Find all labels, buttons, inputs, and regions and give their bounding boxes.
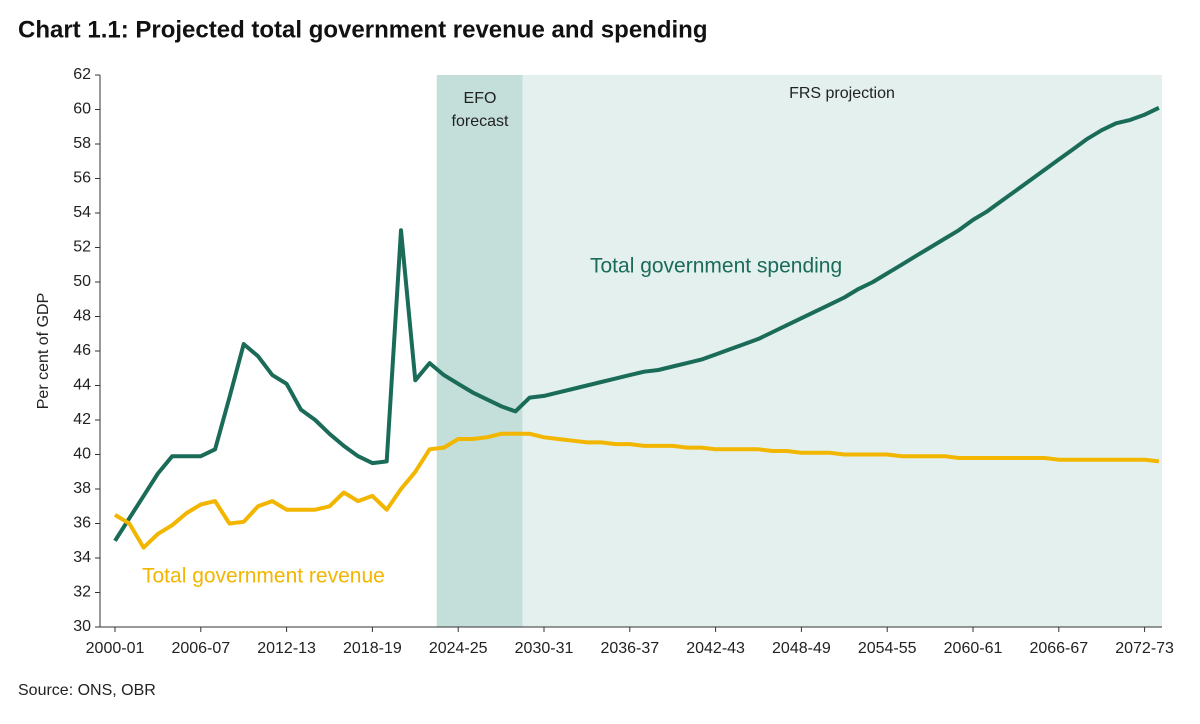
y-tick-label: 38 <box>73 480 91 497</box>
y-tick-label: 50 <box>73 273 91 290</box>
series-label: Total government spending <box>590 255 842 278</box>
y-tick-label: 32 <box>73 584 91 601</box>
shaded-region <box>436 75 523 627</box>
y-tick-label: 42 <box>73 411 91 428</box>
series-label: Total government revenue <box>142 565 385 588</box>
x-tick-label: 2054-55 <box>858 640 917 657</box>
y-tick-label: 62 <box>73 66 91 83</box>
x-tick-label: 2018-19 <box>343 640 402 657</box>
series-line <box>113 431 1160 550</box>
y-tick-label: 34 <box>73 549 91 566</box>
y-tick-label: 54 <box>73 204 91 221</box>
region-label: EFO <box>464 90 497 107</box>
y-tick-label: 56 <box>73 170 91 187</box>
region-label: forecast <box>452 113 509 130</box>
x-tick-label: 2060-61 <box>944 640 1003 657</box>
x-tick-label: 2012-13 <box>257 640 316 657</box>
x-tick-label: 2042-43 <box>686 640 745 657</box>
x-tick-label: 2036-37 <box>600 640 659 657</box>
series-line <box>113 105 1160 542</box>
y-tick-label: 58 <box>73 135 91 152</box>
y-tick-label: 60 <box>73 101 91 118</box>
source-note: Source: ONS, OBR <box>18 682 156 699</box>
chart-title: Chart 1.1: Projected total government re… <box>18 16 707 43</box>
y-tick-label: 36 <box>73 515 91 532</box>
x-tick-label: 2006-07 <box>171 640 230 657</box>
y-axis-label: Per cent of GDP <box>35 293 52 410</box>
y-tick-label: 48 <box>73 308 91 325</box>
y-tick-label: 46 <box>73 342 91 359</box>
x-tick-label: 2066-67 <box>1029 640 1088 657</box>
x-tick-label: 2030-31 <box>515 640 574 657</box>
y-tick-label: 40 <box>73 446 91 463</box>
region-label: FRS projection <box>789 85 895 102</box>
x-tick-label: 2072-73 <box>1115 640 1174 657</box>
x-tick-label: 2048-49 <box>772 640 831 657</box>
x-tick-label: 2000-01 <box>86 640 145 657</box>
shaded-region <box>522 75 1162 627</box>
y-tick-label: 44 <box>73 377 91 394</box>
y-tick-label: 52 <box>73 239 91 256</box>
x-tick-label: 2024-25 <box>429 640 488 657</box>
y-tick-label: 30 <box>73 618 91 635</box>
